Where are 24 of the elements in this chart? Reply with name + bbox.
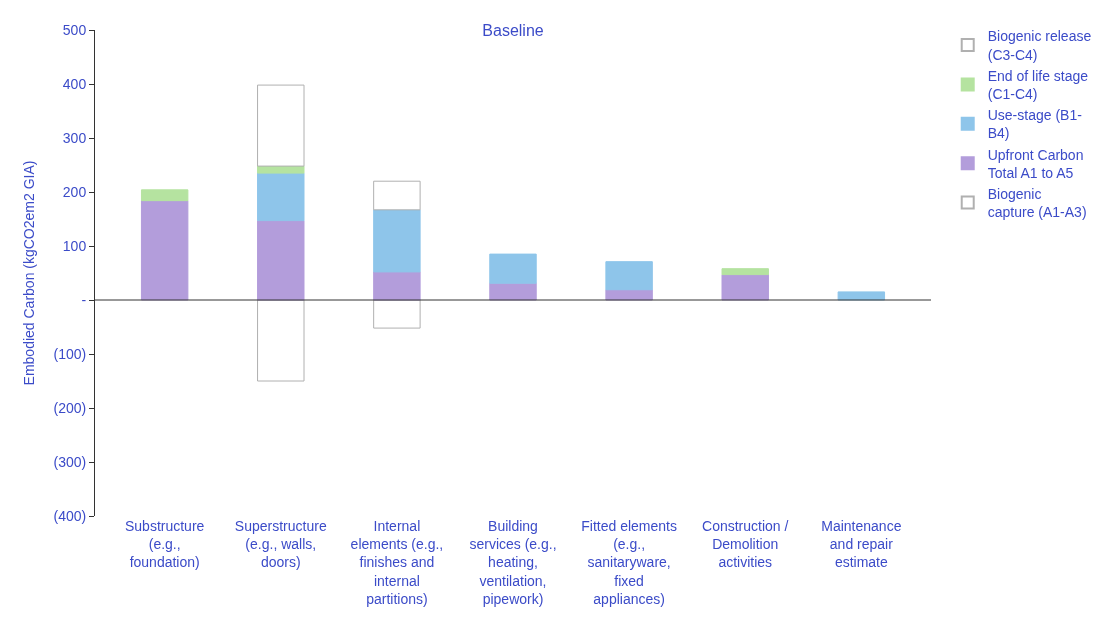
x-tick-label: Maintenance and repair estimate xyxy=(821,518,902,571)
x-tick-label: Building services (e.g., heating, ventilation, pipework) xyxy=(469,518,557,607)
y-tick-label: (100) xyxy=(53,345,87,362)
y-tick-label: 300 xyxy=(62,129,87,146)
x-tick-label: Fitted elements (e.g., sanitaryware, fixed appliances) xyxy=(581,518,677,607)
legend-label: End of life stage (C1-C4) xyxy=(987,67,1089,102)
x-tick-label: Internal elements (e.g., finishes and internal partitions) xyxy=(350,518,444,607)
legend-label: Biogenic capture (A1-A3) xyxy=(987,185,1087,221)
y-tick-label: (300) xyxy=(53,453,87,470)
y-tick-label: 400 xyxy=(62,75,87,92)
y-tick-label: (400) xyxy=(53,507,87,524)
legend-label: Use-stage (B1- B4) xyxy=(987,107,1083,142)
legend-label: Upfront Carbon Total A1 to A5 xyxy=(987,146,1084,181)
legend-label: Biogenic release (C3-C4) xyxy=(987,28,1092,63)
x-tick-label: Construction / Demolition activities xyxy=(702,518,789,571)
y-tick-label: (200) xyxy=(53,399,87,416)
chart-title: Baseline xyxy=(482,21,544,39)
y-tick-label: 100 xyxy=(62,237,87,254)
x-tick-label: Superstructure (e.g., walls, doors) xyxy=(234,518,327,571)
x-tick-label: Substructure (e.g., foundation) xyxy=(124,518,205,571)
y-axis-title: Embodied Carbon (kgCO2em2 GIA) xyxy=(21,160,38,386)
y-tick-label: - xyxy=(81,291,87,308)
y-tick-label: 500 xyxy=(62,21,87,38)
y-tick-label: 200 xyxy=(62,183,87,200)
